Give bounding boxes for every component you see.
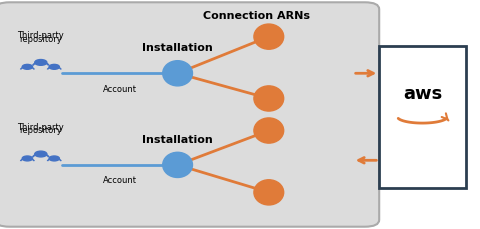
Text: Third-party: Third-party bbox=[17, 123, 64, 132]
FancyBboxPatch shape bbox=[0, 2, 379, 227]
Text: repository: repository bbox=[19, 126, 62, 136]
Text: Installation: Installation bbox=[142, 135, 213, 145]
Circle shape bbox=[22, 156, 33, 161]
Ellipse shape bbox=[163, 61, 192, 86]
Text: Third-party: Third-party bbox=[17, 31, 64, 40]
Text: Installation: Installation bbox=[142, 43, 213, 53]
Text: aws: aws bbox=[403, 85, 442, 103]
Circle shape bbox=[35, 151, 47, 157]
Text: Connection ARNs: Connection ARNs bbox=[204, 11, 310, 21]
Circle shape bbox=[49, 64, 60, 69]
Text: Account: Account bbox=[103, 176, 137, 185]
FancyBboxPatch shape bbox=[379, 46, 466, 188]
Ellipse shape bbox=[254, 24, 284, 49]
Text: repository: repository bbox=[19, 35, 62, 44]
Circle shape bbox=[35, 60, 47, 65]
Ellipse shape bbox=[163, 152, 192, 177]
Circle shape bbox=[49, 156, 60, 161]
Circle shape bbox=[22, 64, 33, 69]
Ellipse shape bbox=[254, 86, 284, 111]
Ellipse shape bbox=[254, 180, 284, 205]
Text: Account: Account bbox=[103, 85, 137, 94]
Ellipse shape bbox=[254, 118, 284, 143]
